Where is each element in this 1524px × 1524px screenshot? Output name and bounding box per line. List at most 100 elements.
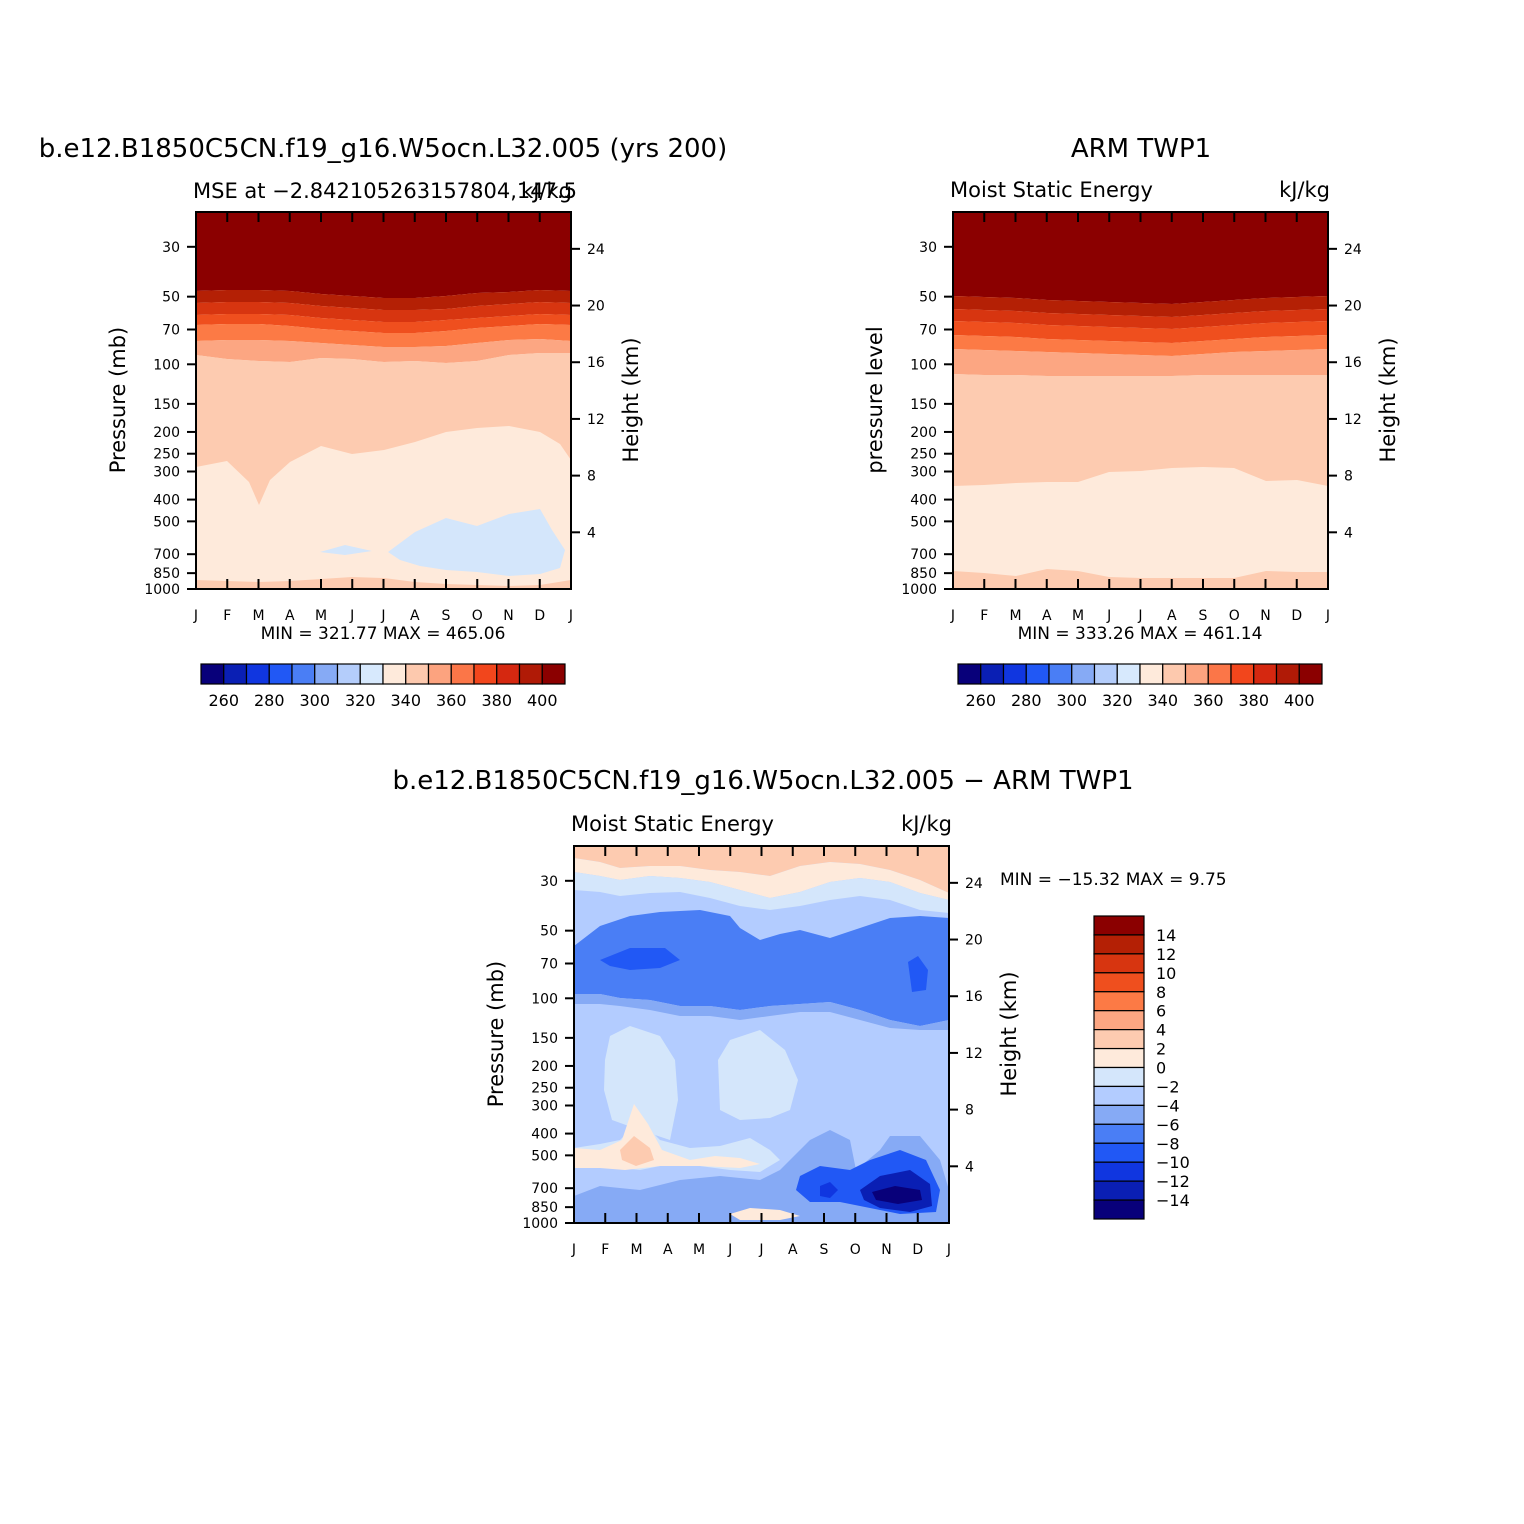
colorbar-label: 4: [1156, 1021, 1166, 1040]
panel-diff-title: b.e12.B1850C5CN.f19_g16.W5ocn.L32.005 − …: [392, 766, 1133, 796]
height-tick-label: 16: [1344, 355, 1362, 371]
panel-diff-contours: [574, 846, 949, 1223]
month-tick-label: J: [568, 608, 573, 624]
colorbar-label: 0: [1156, 1059, 1166, 1078]
colorbar-box: [427, 663, 452, 685]
pressure-tick-label: 150: [153, 397, 180, 413]
colorbar-label: 2: [1156, 1040, 1166, 1059]
colorbar-label: −12: [1156, 1172, 1190, 1191]
colorbar-box: [1093, 1161, 1145, 1182]
height-tick-label: 16: [965, 989, 983, 1005]
contour-band-cream-surface: [730, 1208, 800, 1220]
height-tick-label: 4: [965, 1159, 974, 1175]
panel-model-contours: [196, 212, 571, 589]
month-tick-label: M: [1072, 608, 1084, 624]
colorbar-box: [1093, 972, 1145, 993]
contour-band-dark-red: [196, 212, 571, 298]
colorbar-box: [1275, 663, 1300, 685]
pressure-tick-label: 70: [162, 322, 180, 338]
colorbar-label: 12: [1156, 945, 1176, 964]
pressure-tick-label: 100: [910, 357, 937, 373]
pressure-tick-label: 30: [919, 240, 937, 256]
colorbar-label: 360: [436, 691, 467, 710]
month-tick-label: D: [912, 1242, 923, 1258]
panel-arm-contours: [953, 212, 1328, 589]
pressure-tick-label: 500: [910, 514, 937, 530]
colorbar-box: [359, 663, 384, 685]
colorbar-label: 340: [1147, 691, 1178, 710]
colorbar-label: 260: [208, 691, 239, 710]
month-tick-label: J: [758, 1242, 763, 1258]
contour-band-blue-mid: [574, 994, 949, 1030]
height-tick-label: 8: [587, 469, 596, 485]
pressure-tick-label: 500: [153, 514, 180, 530]
pressure-tick-label: 700: [910, 547, 937, 563]
colorbar-box: [291, 663, 316, 685]
colorbar-box: [245, 663, 270, 685]
colorbar-label: 10: [1156, 964, 1176, 983]
contour-band-orange-red: [953, 321, 1328, 343]
month-tick-label: F: [223, 608, 231, 624]
colorbar-box: [1230, 663, 1255, 685]
panel-model-colorbar: 260 280 300 320 340 360 380 400: [200, 663, 566, 710]
pressure-tick-label: 300: [910, 465, 937, 481]
colorbar-box: [1093, 1085, 1145, 1106]
colorbar-box: [1093, 1104, 1145, 1125]
month-tick-label: J: [1325, 608, 1330, 624]
contour-band-peach: [574, 846, 949, 893]
panel-diff-ylabel-right: Height (km): [997, 971, 1021, 1096]
contour-band-bright-blue-right: [908, 956, 928, 992]
colorbar-box: [1093, 663, 1118, 685]
pressure-tick-label: 100: [531, 991, 558, 1007]
colorbar-label: 280: [254, 691, 285, 710]
month-tick-label: A: [410, 608, 420, 624]
month-tick-label: J: [727, 1242, 732, 1258]
contour-band-crimson: [196, 290, 571, 310]
colorbar-box: [1093, 953, 1145, 974]
pressure-tick-label: 30: [540, 874, 558, 890]
colorbar-label: −6: [1156, 1115, 1180, 1134]
month-tick-label: J: [1137, 608, 1142, 624]
month-tick-label: S: [442, 608, 451, 624]
colorbar-label: 380: [1238, 691, 1269, 710]
month-tick-label: M: [252, 608, 264, 624]
contour-band-light-blue: [388, 509, 565, 576]
pressure-tick-label: 700: [153, 547, 180, 563]
pressure-tick-label: 850: [531, 1200, 558, 1216]
colorbar-box: [1002, 663, 1027, 685]
colorbar-box: [336, 663, 361, 685]
pressure-tick-label: 30: [162, 240, 180, 256]
pressure-tick-label: 250: [910, 447, 937, 463]
month-tick-label: J: [946, 1242, 951, 1258]
month-tick-label: N: [503, 608, 513, 624]
colorbar-label: −8: [1156, 1134, 1180, 1153]
panel-arm-stats: MIN = 333.26 MAX = 461.14: [1018, 624, 1263, 644]
colorbar-box: [1093, 1047, 1145, 1069]
contour-band-salmon: [196, 339, 571, 363]
colorbar-box: [1093, 915, 1145, 936]
month-tick-label: M: [693, 1242, 705, 1258]
contour-band-cream: [574, 858, 949, 900]
pressure-tick-label: 1000: [144, 582, 180, 598]
colorbar-box: [450, 663, 475, 685]
contour-band-salmon: [953, 349, 1328, 376]
month-tick-label: O: [850, 1242, 861, 1258]
month-tick-label: A: [285, 608, 295, 624]
month-tick-label: A: [1167, 608, 1177, 624]
colorbar-box: [1298, 663, 1323, 685]
colorbar-box: [1253, 663, 1278, 685]
month-tick-label: A: [663, 1242, 673, 1258]
pressure-tick-label: 300: [153, 465, 180, 481]
pressure-tick-label: 850: [153, 566, 180, 582]
panel-model: b.e12.B1850C5CN.f19_g16.W5ocn.L32.005 (y…: [39, 134, 728, 710]
month-tick-label: S: [1199, 608, 1208, 624]
colorbar-box: [1184, 663, 1209, 685]
month-tick-label: N: [1260, 608, 1270, 624]
colorbar-box: [1093, 991, 1145, 1012]
pressure-tick-label: 500: [531, 1148, 558, 1164]
pressure-tick-label: 850: [910, 566, 937, 582]
contour-band-crimson: [953, 296, 1328, 317]
colorbar-box: [473, 663, 498, 685]
pressure-tick-label: 700: [531, 1181, 558, 1197]
